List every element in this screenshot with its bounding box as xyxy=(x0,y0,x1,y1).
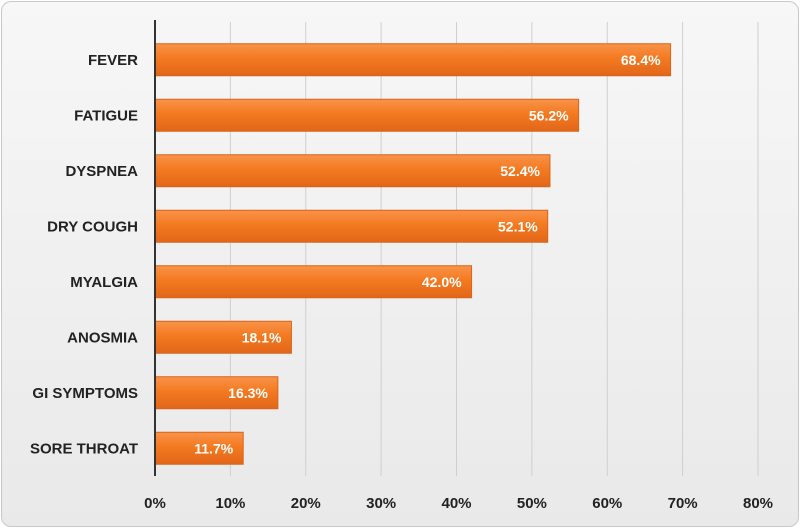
labels: 0% 10% 20% 30% 40% 50% 60% 70% 80% FEVER 68.4% FATI… xyxy=(30,52,773,512)
category-label: SORE THROAT xyxy=(30,440,138,457)
x-tick-label: 80% xyxy=(743,495,773,512)
x-tick-label: 70% xyxy=(668,495,698,512)
category-label: FATIGUE xyxy=(74,107,138,124)
data-label: 18.1% xyxy=(242,329,282,345)
bar xyxy=(154,154,551,188)
x-tick-label: 10% xyxy=(215,495,245,512)
x-tick-label: 50% xyxy=(517,495,547,512)
bars xyxy=(154,43,672,465)
data-label: 42.0% xyxy=(422,274,462,290)
data-label: 52.1% xyxy=(498,218,538,234)
bar xyxy=(154,376,279,410)
category-label: FEVER xyxy=(88,52,138,69)
data-label: 68.4% xyxy=(621,52,661,68)
data-label: 11.7% xyxy=(194,440,233,456)
category-label: MYALGIA xyxy=(70,274,138,291)
bar xyxy=(154,209,549,243)
category-label: DYSPNEA xyxy=(65,163,138,180)
bar xyxy=(154,431,244,465)
bar xyxy=(154,98,580,132)
grid-lines xyxy=(229,22,759,476)
data-label: 52.4% xyxy=(500,163,540,179)
category-label: ANOSMIA xyxy=(67,329,138,346)
x-tick-label: 60% xyxy=(592,495,622,512)
x-tick-label: 0% xyxy=(144,495,166,512)
x-tick-label: 40% xyxy=(441,495,471,512)
bar xyxy=(154,43,672,77)
data-label: 16.3% xyxy=(228,385,268,401)
category-label: DRY COUGH xyxy=(47,218,138,235)
data-label: 56.2% xyxy=(529,107,569,123)
category-label: GI SYMPTOMS xyxy=(32,385,138,402)
x-tick-label: 20% xyxy=(291,495,321,512)
x-tick-label: 30% xyxy=(366,495,396,512)
bar xyxy=(154,320,292,354)
